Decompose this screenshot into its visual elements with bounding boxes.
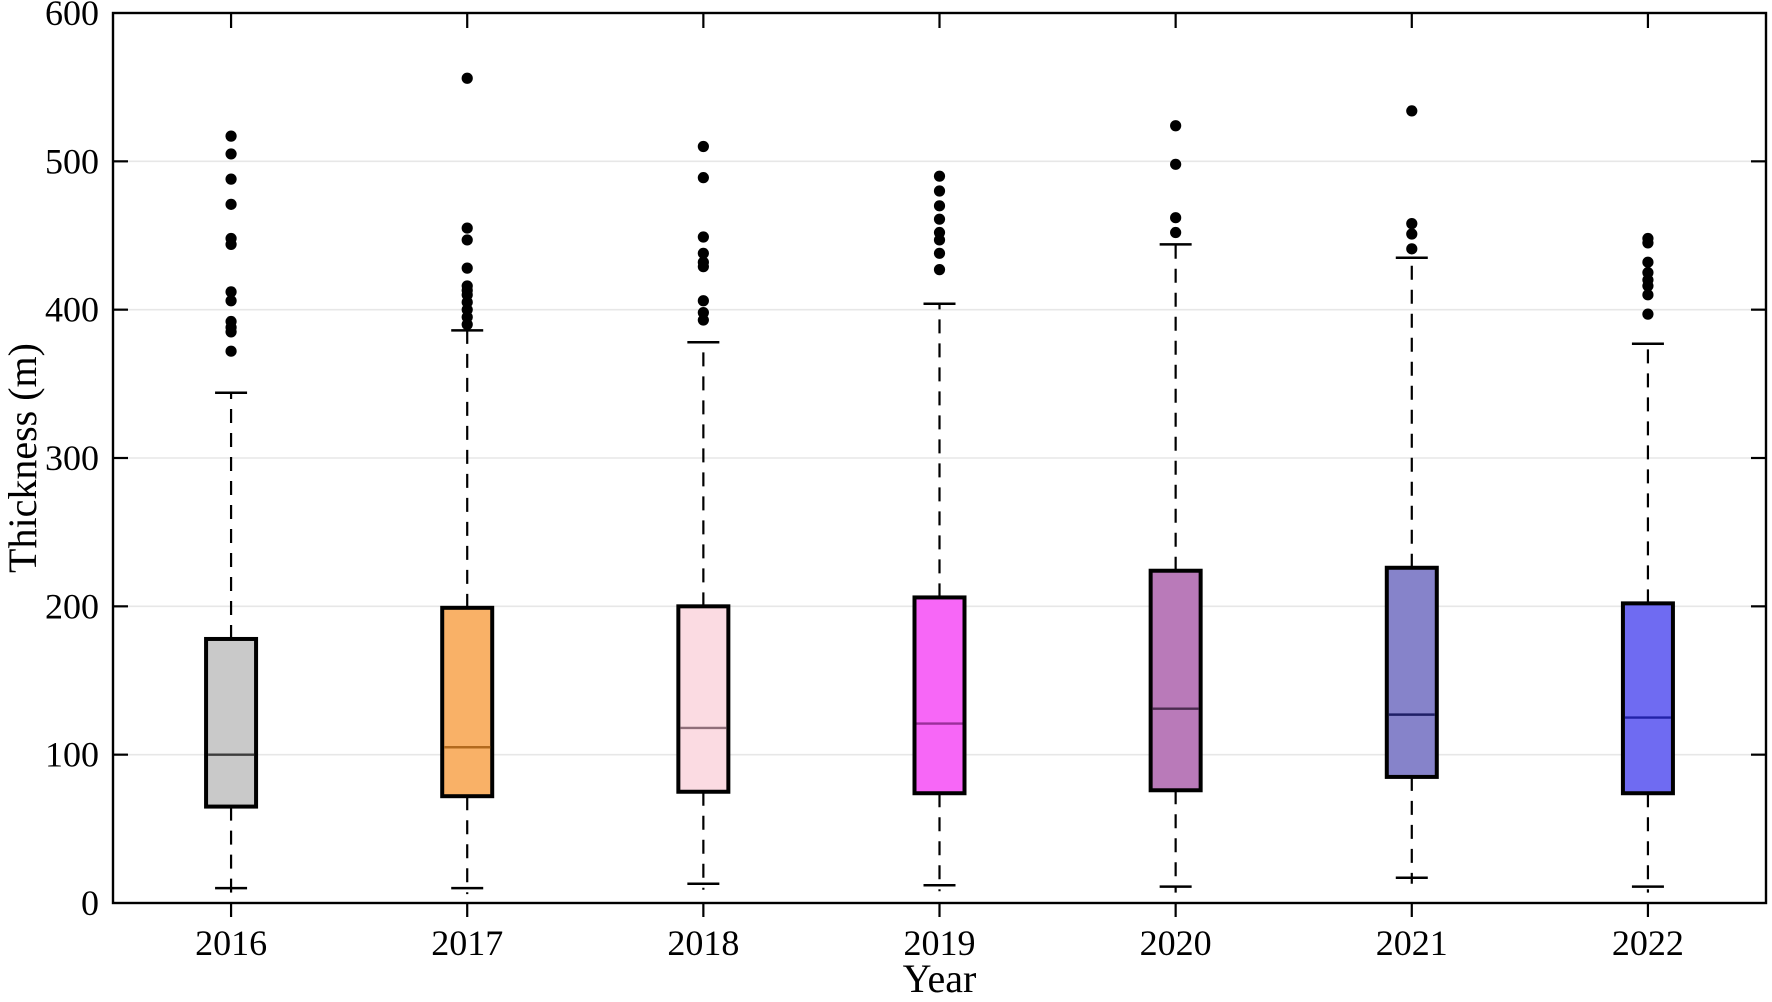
outlier-2017-416	[461, 280, 473, 292]
outlier-2018-398	[697, 307, 709, 319]
outlier-2021-534	[1406, 105, 1418, 117]
outlier-2016-488	[225, 173, 237, 185]
outlier-2021-458	[1406, 218, 1418, 230]
outlier-2019-480	[933, 185, 946, 197]
outlier-2017-428	[461, 262, 473, 274]
y-tick-label-100: 100	[45, 735, 99, 775]
outlier-2018-406	[697, 295, 709, 307]
outlier-2019-452	[933, 226, 946, 239]
y-tick-label-400: 400	[45, 290, 99, 330]
outlier-2016-517	[225, 130, 237, 142]
x-tick-label-2017: 2017	[431, 923, 503, 963]
outlier-2017-447	[461, 234, 473, 246]
box-2016	[204, 636, 259, 809]
outlier-2018-432	[697, 256, 709, 268]
box-2022	[1620, 601, 1675, 796]
y-tick-label-500: 500	[45, 141, 99, 181]
outlier-2016-448	[225, 232, 237, 245]
box-2019	[912, 595, 967, 796]
x-tick-label-2021: 2021	[1376, 923, 1448, 963]
outlier-2017-556	[461, 72, 473, 84]
outlier-2020-462	[1170, 212, 1182, 224]
outlier-2022-410	[1642, 289, 1654, 301]
outlier-2022-448	[1642, 232, 1654, 245]
outlier-2016-412	[225, 286, 237, 298]
y-tick-label-300: 300	[45, 438, 99, 478]
outlier-2020-524	[1170, 120, 1182, 132]
x-tick-label-2016: 2016	[195, 923, 267, 963]
outlier-2019-490	[933, 170, 946, 182]
outlier-2016-392	[225, 315, 237, 328]
outlier-2019-427	[933, 264, 946, 276]
box-2020	[1148, 568, 1203, 793]
box-2021	[1384, 565, 1439, 779]
y-axis-label: Thickness (m)	[0, 343, 45, 573]
outlier-2018-449	[697, 231, 709, 243]
x-tick-label-2018: 2018	[667, 923, 739, 963]
outlier-2019-438	[933, 247, 946, 259]
y-tick-label-200: 200	[45, 586, 99, 626]
x-tick-label-2020: 2020	[1140, 923, 1212, 963]
outlier-2022-425	[1642, 266, 1654, 279]
outlier-2022-432	[1642, 256, 1654, 268]
box-2017	[440, 605, 495, 799]
outlier-2019-461	[933, 213, 946, 225]
outlier-2021-451	[1406, 228, 1418, 240]
outlier-2020-452	[1170, 226, 1182, 239]
x-tick-label-2022: 2022	[1612, 923, 1684, 963]
outlier-2018-510	[697, 140, 709, 153]
outlier-2022-397	[1642, 308, 1654, 320]
outlier-2016-372	[225, 345, 237, 357]
outlier-2016-406	[225, 295, 237, 307]
outlier-2017-455	[461, 222, 473, 234]
outlier-2019-470	[933, 200, 946, 212]
x-axis-label: Year	[903, 956, 977, 1001]
outlier-2016-471	[225, 198, 237, 210]
x-tick-label-2019: 2019	[904, 923, 976, 963]
y-tick-label-600: 600	[45, 0, 99, 33]
outlier-2018-489	[697, 172, 709, 184]
outlier-2021-441	[1406, 243, 1418, 255]
outlier-2016-505	[225, 148, 237, 160]
box-2018	[676, 604, 731, 794]
outlier-2020-498	[1170, 158, 1182, 170]
outlier-2018-438	[697, 247, 709, 259]
y-tick-label-0: 0	[81, 883, 99, 923]
